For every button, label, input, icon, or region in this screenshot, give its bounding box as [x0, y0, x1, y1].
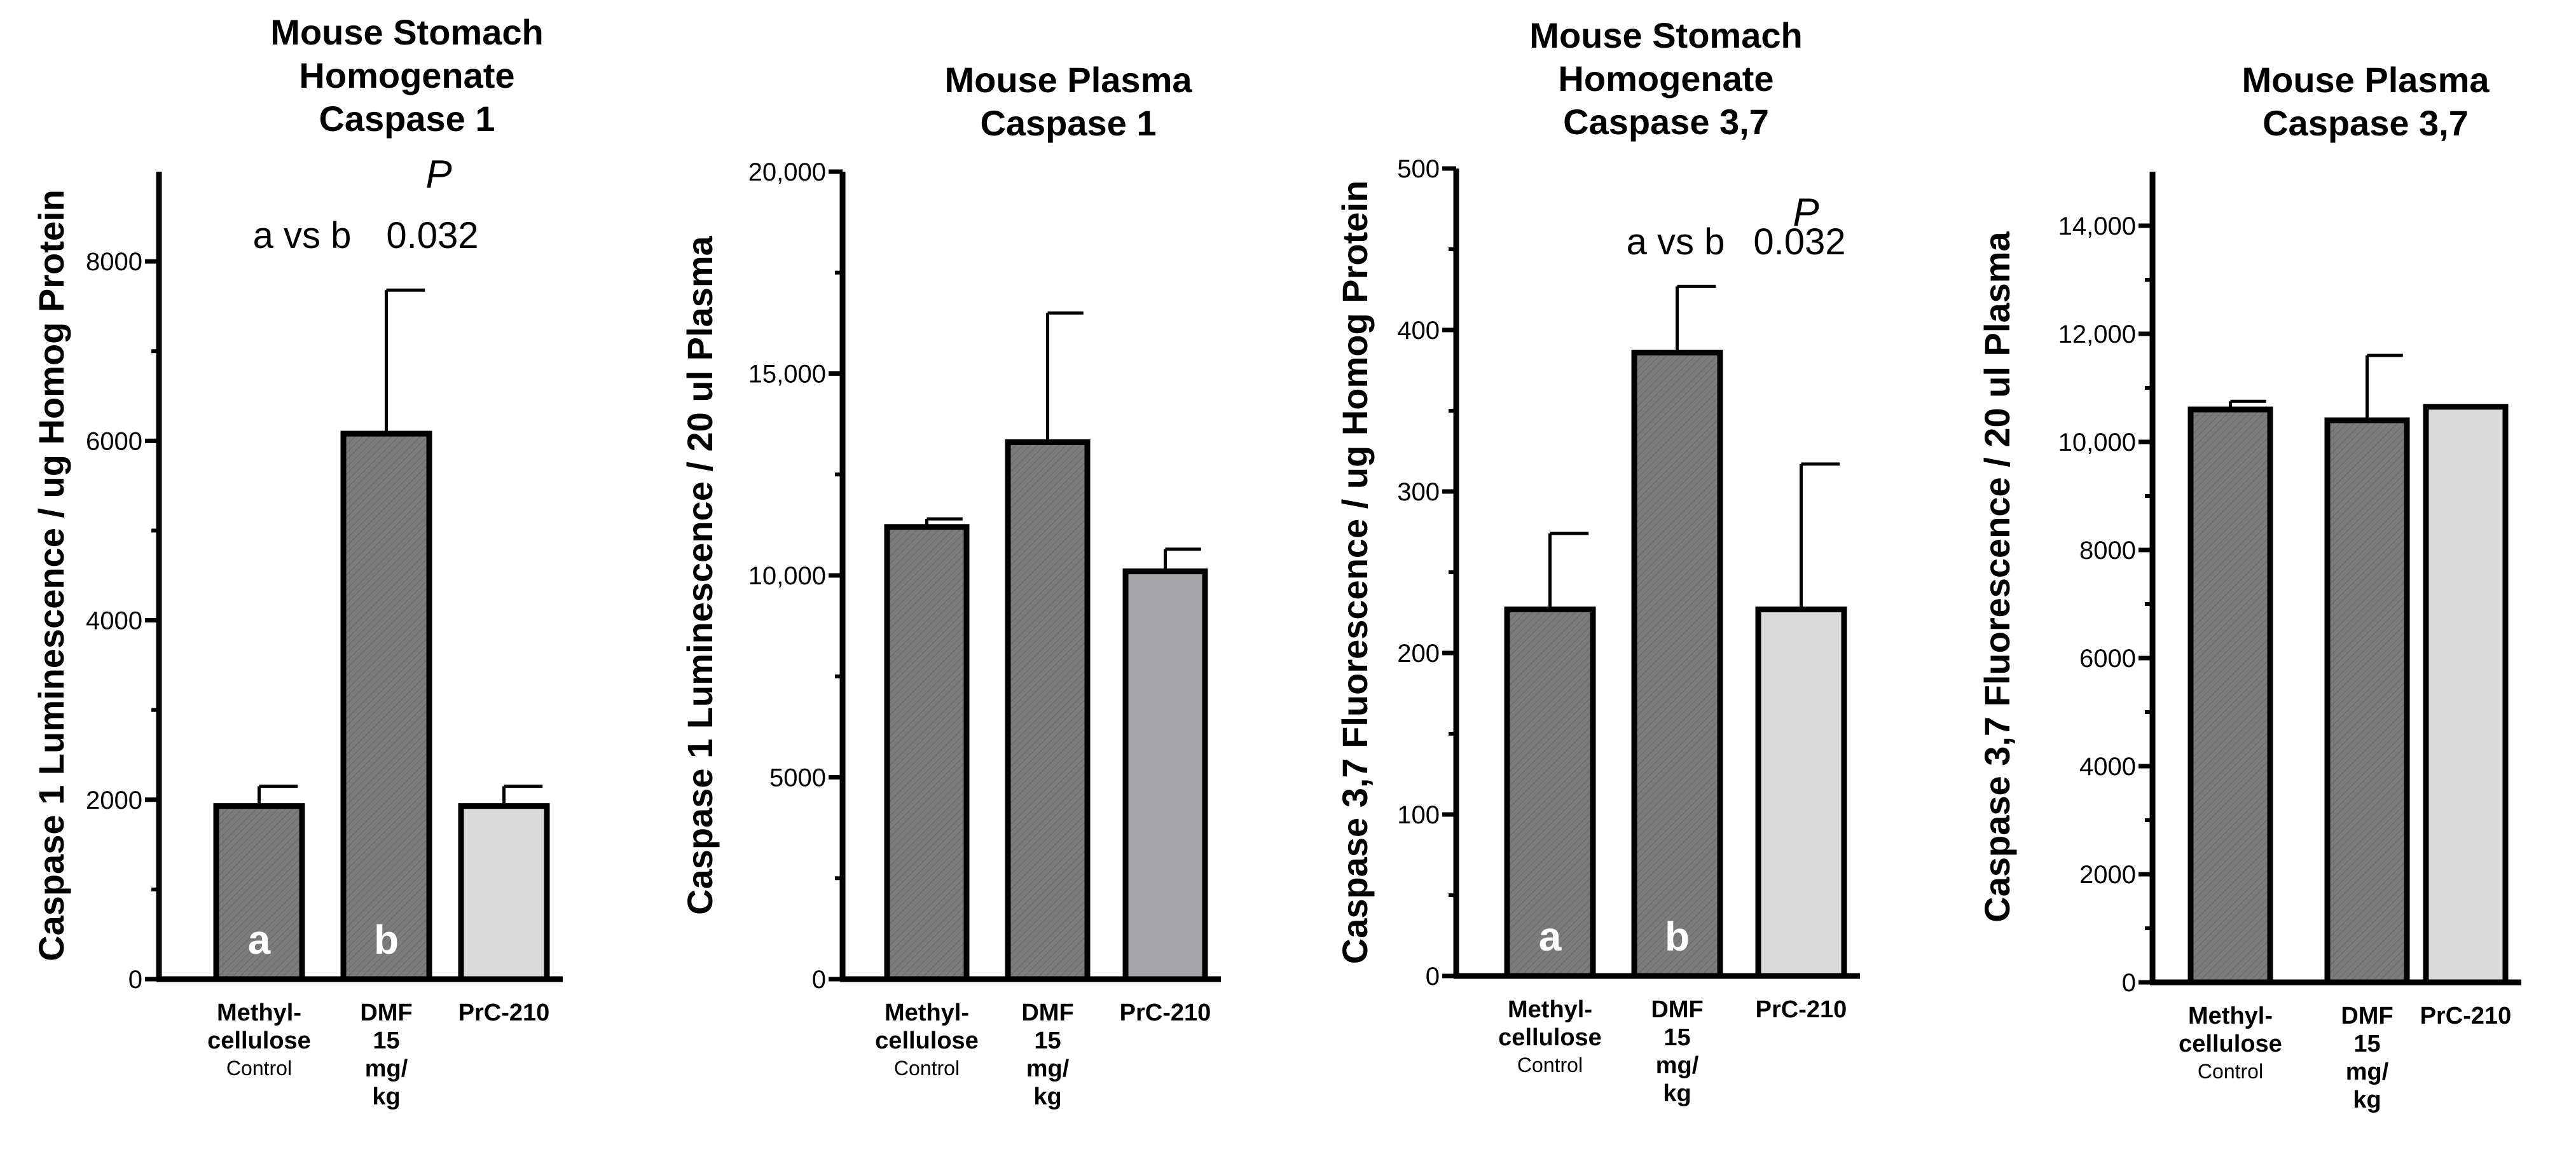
p-label: P: [425, 153, 451, 196]
y-tick-label: 8000: [86, 248, 142, 276]
p-value: 0.032: [1753, 221, 1845, 263]
x-category-label: DMF: [2341, 1003, 2393, 1029]
y-tick-label: 2000: [2079, 861, 2136, 889]
x-category-label: kg: [1663, 1080, 1691, 1107]
y-tick-label: 10,000: [748, 562, 826, 590]
bar-2: [1005, 439, 1091, 982]
bar-1: [2187, 406, 2273, 986]
bar-1: [1504, 606, 1596, 979]
x-category-label: 15: [2353, 1031, 2380, 1057]
y-tick-label: 0: [2122, 969, 2136, 997]
y-tick-label: 10,000: [2058, 429, 2136, 457]
chart-title-line: Homogenate: [1558, 58, 1774, 99]
chart-title-line: Homogenate: [299, 55, 514, 95]
bar-group-label: b: [374, 917, 399, 963]
p-value: 0.032: [386, 215, 478, 256]
x-category-label: mg/: [1026, 1055, 1070, 1082]
chart-title-line: Caspase 1: [319, 99, 495, 139]
chart-title-line: Caspase 3,7: [2263, 103, 2469, 143]
y-tick-label: 4000: [86, 607, 142, 635]
y-axis-label: Caspase 1 Luminescence / 20 ul Plasma: [680, 235, 720, 915]
x-category-label: Methyl-: [1508, 996, 1592, 1023]
x-category-sublabel: Control: [2198, 1060, 2263, 1083]
y-axis-label: Caspase 1 Luminescence / ug Homog Protei…: [31, 189, 71, 961]
y-tick-label: 0: [128, 966, 142, 994]
x-category-label: kg: [2353, 1087, 2381, 1113]
x-category-label: 15: [373, 1027, 399, 1054]
y-tick-label: 5000: [769, 764, 826, 792]
comparison-label: a vs b: [253, 215, 352, 256]
bar-1: [884, 524, 970, 982]
x-category-label: Methyl-: [885, 999, 969, 1026]
bar-2: [340, 430, 432, 982]
chart-title-line: Caspase 3,7: [1563, 102, 1769, 142]
bar-2: [2324, 417, 2410, 986]
x-category-label: kg: [372, 1083, 400, 1110]
y-tick-label: 400: [1397, 317, 1440, 345]
y-tick-label: 500: [1397, 155, 1440, 183]
y-tick-label: 0: [1426, 963, 1440, 991]
comparison-label: a vs b: [1627, 221, 1725, 263]
bar-3: [458, 803, 550, 982]
x-category-label: 15: [1034, 1027, 1061, 1054]
x-category-label: cellulose: [875, 1027, 979, 1054]
bar-1: [213, 803, 305, 982]
x-category-label: cellulose: [207, 1027, 311, 1054]
chart-title-line: Mouse Stomach: [1529, 15, 1802, 55]
y-tick-label: 20,000: [748, 158, 826, 186]
y-tick-label: 14,000: [2058, 212, 2136, 240]
x-category-label: PrC-210: [2420, 1003, 2512, 1029]
x-category-label: cellulose: [1498, 1024, 1602, 1051]
x-category-label: mg/: [365, 1055, 408, 1082]
x-category-sublabel: Control: [226, 1057, 292, 1080]
y-axis-label: Caspase 3,7 Fluorescence / 20 ul Plasma: [1977, 231, 2017, 922]
x-category-label: mg/: [2346, 1059, 2389, 1085]
x-category-label: PrC-210: [1120, 999, 1211, 1026]
y-tick-label: 2000: [86, 787, 142, 814]
x-category-label: mg/: [1656, 1052, 1699, 1079]
bar-2: [1631, 350, 1723, 979]
y-tick-label: 6000: [2079, 645, 2136, 673]
x-category-label: DMF: [1021, 999, 1073, 1026]
y-tick-label: 300: [1397, 478, 1440, 506]
x-category-label: 15: [1663, 1024, 1690, 1051]
x-category-label: PrC-210: [458, 999, 550, 1026]
chart-title-line: Mouse Plasma: [2242, 60, 2490, 100]
y-tick-label: 100: [1397, 801, 1440, 829]
bar-group-label: b: [1665, 914, 1690, 959]
y-tick-label: 8000: [2079, 537, 2136, 565]
bar-group-label: a: [248, 917, 271, 963]
x-category-label: cellulose: [2179, 1031, 2282, 1057]
x-category-sublabel: Control: [1517, 1054, 1583, 1076]
y-tick-label: 0: [812, 966, 826, 994]
x-category-label: PrC-210: [1756, 996, 1847, 1023]
y-tick-label: 6000: [86, 427, 142, 455]
x-category-label: DMF: [1651, 996, 1703, 1023]
bar-3: [1755, 606, 1847, 979]
y-tick-label: 200: [1397, 640, 1440, 668]
x-category-label: Methyl-: [2188, 1003, 2273, 1029]
bar-3: [2423, 404, 2509, 986]
y-tick-label: 15,000: [748, 361, 826, 388]
bar-group-label: a: [1539, 914, 1562, 959]
x-category-sublabel: Control: [894, 1057, 960, 1080]
x-category-label: kg: [1033, 1083, 1061, 1110]
x-category-label: Methyl-: [217, 999, 301, 1026]
chart-title-line: Mouse Plasma: [944, 60, 1192, 100]
chart-title-line: Caspase 1: [980, 103, 1156, 143]
p-label: P: [1793, 191, 1819, 235]
y-axis-label: Caspase 3,7 Fluorescence / ug Homog Prot…: [1335, 181, 1375, 964]
y-tick-label: 12,000: [2058, 320, 2136, 348]
chart-title-line: Mouse Stomach: [270, 12, 543, 52]
y-tick-label: 4000: [2079, 753, 2136, 781]
x-category-label: DMF: [360, 999, 412, 1026]
bar-3: [1122, 568, 1208, 982]
